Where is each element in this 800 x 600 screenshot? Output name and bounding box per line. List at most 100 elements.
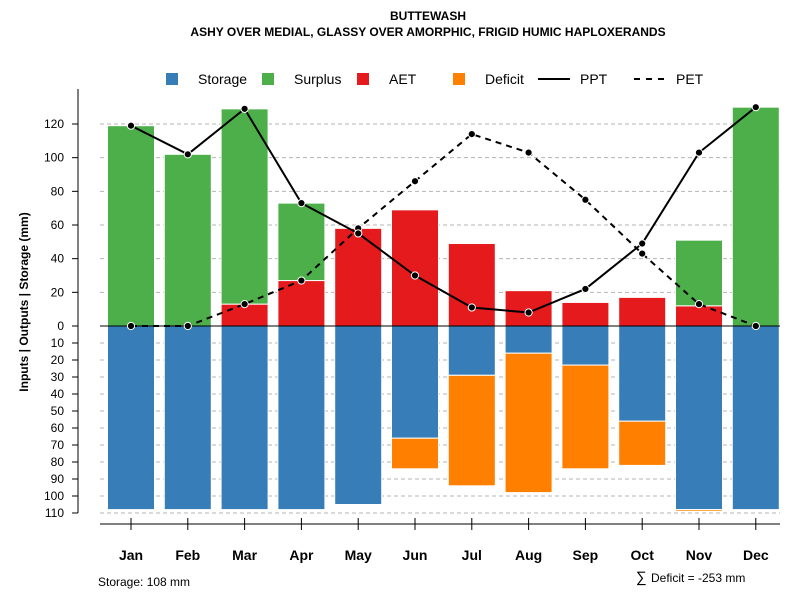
y-tick-label: 10 [51, 336, 65, 350]
ppt-point [240, 104, 249, 113]
deficit-footer: Deficit = -253 mm [651, 571, 745, 585]
x-tick-label: Jan [119, 547, 143, 563]
surplus-bar [731, 106, 780, 327]
legend-label-deficit: Deficit [485, 71, 524, 87]
chart-subtitle: ASHY OVER MEDIAL, GLASSY OVER AMORPHIC, … [190, 25, 665, 39]
y-tick-label: 50 [51, 404, 65, 418]
x-tick-label: Mar [232, 547, 257, 563]
pet-line [131, 132, 757, 327]
storage-bar [220, 325, 269, 511]
deficit-bar [504, 352, 553, 494]
y-tick-label: 20 [51, 285, 65, 299]
ppt-point [751, 103, 760, 112]
y-tick-label: 100 [44, 151, 64, 165]
ppt-point [581, 284, 590, 294]
ppt-point [694, 148, 704, 157]
y-tick-label: 60 [51, 421, 65, 435]
pet-point [751, 321, 760, 331]
y-tick-label: 110 [45, 506, 64, 520]
storage-bar [277, 325, 326, 511]
legend-label-pet: PET [676, 71, 704, 87]
storage-bar [561, 325, 610, 366]
aet-bar [447, 243, 496, 327]
deficit-bar [618, 420, 667, 466]
aet-bar [504, 290, 553, 327]
y-tick-label: 70 [51, 438, 65, 452]
storage-bar [618, 325, 667, 422]
x-tick-label: Oct [631, 547, 655, 563]
surplus-bar [675, 239, 723, 307]
x-tick-label: Sep [573, 547, 599, 563]
legend-label-surplus: Surplus [294, 71, 341, 87]
pet-point [183, 321, 192, 331]
y-tick-label: 60 [51, 218, 65, 232]
surplus-bar [163, 153, 212, 327]
x-tick-label: Dec [743, 547, 769, 563]
aet-bar [391, 209, 439, 327]
y-tick-label: 80 [51, 455, 65, 469]
y-tick-label: 100 [44, 489, 64, 503]
x-tick-label: Aug [515, 547, 542, 563]
ppt-point [467, 303, 476, 312]
y-tick-label: 80 [51, 184, 65, 198]
legend-swatch-surplus [262, 73, 274, 85]
legend-label-storage: Storage [198, 71, 247, 87]
storage-bar [107, 325, 155, 511]
x-tick-label: Nov [686, 547, 713, 563]
x-tick-label: Jul [462, 547, 482, 563]
pet-point [581, 195, 590, 204]
storage-bar [675, 325, 723, 511]
deficit-bar [391, 437, 439, 470]
legend-swatch-storage [166, 73, 178, 85]
pet-point [524, 148, 533, 157]
axes: 0 20 40 60 80 100 120 10 20 30 40 50 60 70 80 90 100 110 J… [44, 89, 780, 563]
pet-point [240, 300, 249, 309]
ppt-line [130, 106, 757, 314]
gridlines [100, 123, 780, 514]
storage-footer: Storage: 108 mm [98, 575, 190, 589]
ppt-point [126, 121, 136, 130]
pet-point [297, 276, 306, 285]
x-tick-label: Apr [289, 547, 314, 563]
aet-bar [675, 305, 723, 327]
y-tick-label: 30 [51, 370, 65, 384]
legend-label-ppt: PPT [580, 71, 608, 87]
bars [107, 106, 780, 512]
deficit-bar [675, 509, 723, 512]
aet-bar [561, 301, 610, 327]
surplus-bar [277, 202, 326, 282]
deficit-bar [447, 374, 496, 487]
legend-swatch-deficit [453, 73, 465, 85]
y-tick-label: 20 [51, 353, 65, 367]
sum-symbol: ∑ [636, 569, 647, 586]
x-tick-label: May [345, 547, 372, 563]
aet-bar [277, 280, 326, 327]
x-tick-label: Feb [175, 547, 200, 563]
legend: Storage Surplus AET Deficit PPT PET [166, 71, 704, 87]
storage-bar [731, 325, 780, 511]
aet-bar [618, 296, 667, 327]
y-axis-label: Inputs | Outputs | Storage (mm) [17, 212, 31, 391]
ppt-point [183, 150, 192, 159]
ppt-point [297, 199, 306, 208]
y-tick-label: 40 [51, 252, 65, 266]
storage-bar [504, 325, 553, 354]
pet-point [638, 249, 647, 258]
pet-point [467, 130, 476, 139]
y-tick-label: 40 [51, 387, 65, 401]
pet-point [410, 177, 420, 186]
ppt-point [354, 229, 363, 238]
legend-swatch-aet [357, 73, 369, 85]
storage-bar [163, 325, 212, 511]
chart-title: BUTTEWASH [390, 9, 466, 23]
storage-bar [447, 325, 496, 376]
ppt-point [638, 239, 647, 248]
surplus-bar [220, 108, 269, 305]
deficit-bar [561, 364, 610, 470]
y-tick-label: 120 [44, 117, 64, 131]
lines [126, 103, 760, 331]
ppt-point [410, 271, 420, 280]
pet-point [694, 300, 704, 309]
legend-label-aet: AET [389, 71, 417, 87]
